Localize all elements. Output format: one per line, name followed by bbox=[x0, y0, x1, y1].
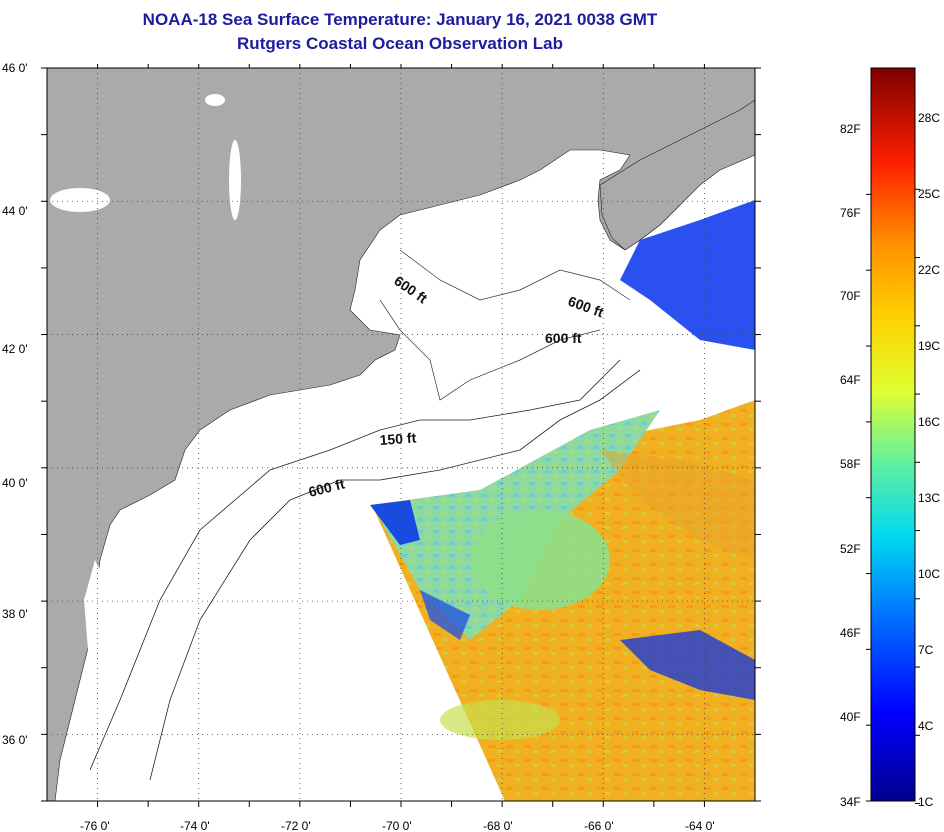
lon-label-72: -72 0' bbox=[281, 819, 311, 832]
colorbar-f-40: 40F bbox=[840, 710, 861, 724]
colorbar-f-76: 76F bbox=[840, 206, 861, 220]
colorbar-c-4: 4C bbox=[918, 719, 934, 733]
lat-label-38: 38 0' bbox=[2, 607, 28, 621]
graticule bbox=[47, 68, 755, 801]
lon-label-68: -68 0' bbox=[483, 819, 513, 832]
lon-label-76: -76 0' bbox=[80, 819, 110, 832]
lon-label-74: -74 0' bbox=[180, 819, 210, 832]
lat-label-42: 42 0' bbox=[2, 342, 28, 356]
colorbar-c-16: 16C bbox=[918, 415, 940, 429]
colorbar-c-7: 7C bbox=[918, 643, 934, 657]
contour-label-3: 600 ft bbox=[545, 330, 582, 346]
colorbar-f-70: 70F bbox=[840, 289, 861, 303]
contour-label-4: 150 ft bbox=[379, 429, 417, 448]
colorbar-f-82: 82F bbox=[840, 122, 861, 136]
colorbar-c-1: 1C bbox=[918, 795, 934, 809]
colorbar-f-58: 58F bbox=[840, 457, 861, 471]
lat-label-40: 40 0' bbox=[2, 476, 28, 490]
contour-150ft bbox=[89, 359, 621, 771]
map-title: NOAA-18 Sea Surface Temperature: January… bbox=[142, 10, 658, 29]
lon-label-64: -64 0' bbox=[685, 819, 715, 832]
colorbar-f-34: 34F bbox=[840, 795, 861, 809]
colorbar-c-10: 10C bbox=[918, 567, 940, 581]
map-subtitle: Rutgers Coastal Ocean Observation Lab bbox=[237, 34, 563, 53]
colorbar-f-52: 52F bbox=[840, 542, 861, 556]
colorbar bbox=[870, 67, 916, 802]
colorbar-c-28: 28C bbox=[918, 111, 940, 125]
colorbar-f-46: 46F bbox=[840, 626, 861, 640]
lat-label-36: 36 0' bbox=[2, 733, 28, 747]
contour-600ft-shelf bbox=[149, 369, 641, 781]
colorbar-f-64: 64F bbox=[840, 373, 861, 387]
lon-label-66: -66 0' bbox=[584, 819, 614, 832]
colorbar-c-19: 19C bbox=[918, 339, 940, 353]
colorbar-c-25: 25C bbox=[918, 187, 940, 201]
colorbar-c-22: 22C bbox=[918, 263, 940, 277]
lon-label-70: -70 0' bbox=[382, 819, 412, 832]
lat-label-46: 46 0' bbox=[2, 61, 28, 75]
lat-label-44: 44 0' bbox=[2, 204, 28, 218]
colorbar-c-13: 13C bbox=[918, 491, 940, 505]
